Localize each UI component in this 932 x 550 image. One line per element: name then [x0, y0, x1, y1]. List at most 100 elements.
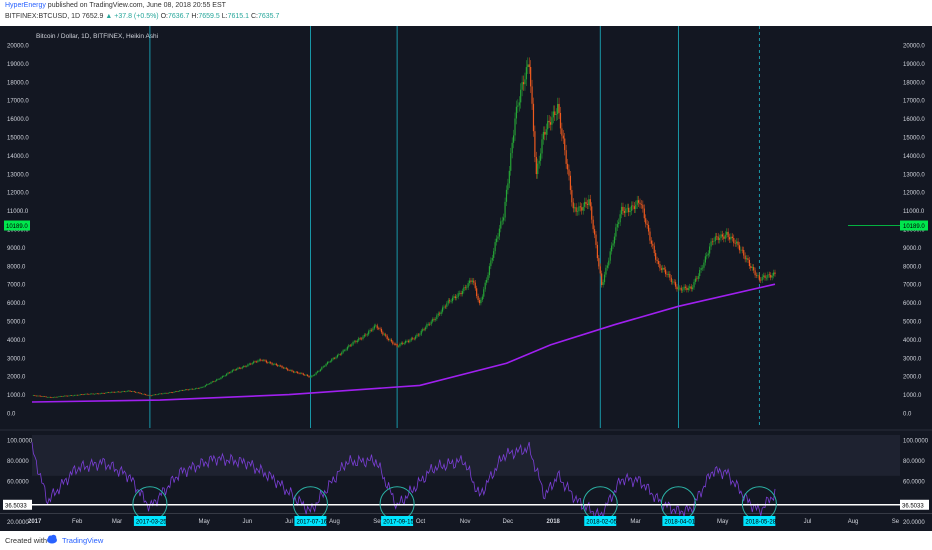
candle-body: [763, 275, 765, 277]
candle-body: [632, 205, 634, 207]
candle-body: [133, 391, 135, 392]
candle-body: [626, 207, 628, 209]
candle-body: [450, 301, 452, 302]
candle-body: [655, 253, 657, 260]
price-tick-left: 14000.0: [7, 154, 29, 160]
candle-body: [468, 280, 471, 284]
open-label: O:: [160, 13, 168, 20]
candle-body: [332, 358, 334, 360]
candle-body: [275, 363, 277, 366]
date-highlight-bg: [133, 516, 166, 526]
candle-body: [216, 379, 218, 381]
candle-body: [385, 334, 387, 336]
candle-body: [774, 272, 776, 274]
date-highlight-bg: [381, 516, 414, 526]
candle-body: [476, 288, 478, 297]
rsi-level-tag-right: 36.5033: [902, 503, 924, 509]
candle-body: [679, 287, 681, 289]
candle-body: [346, 347, 348, 350]
candle-body: [474, 282, 476, 289]
candle-body: [571, 190, 573, 203]
candle-body: [213, 381, 215, 383]
candle-body: [663, 267, 665, 270]
candle-body: [164, 393, 167, 394]
date-highlight-bg: [662, 516, 695, 526]
candle-body: [727, 231, 729, 238]
tradingview-brand[interactable]: TradingView: [62, 536, 104, 545]
candle-body: [194, 388, 196, 390]
candle-body: [613, 236, 616, 244]
candle-body: [446, 303, 448, 307]
candle-body: [541, 139, 543, 154]
candle-body: [113, 391, 115, 393]
candle-body: [348, 345, 350, 348]
time-axis-label: Aug: [329, 519, 340, 525]
candle-body: [281, 366, 283, 368]
candle-body: [483, 289, 485, 297]
candle-body: [42, 396, 44, 397]
candle-body: [693, 281, 695, 288]
candle-body: [369, 329, 371, 332]
candle-body: [592, 219, 594, 230]
candle-body: [508, 170, 510, 184]
candle-body: [352, 342, 354, 345]
candle-body: [363, 334, 366, 337]
chart-canvas[interactable]: 0.0 0.0 1000.0 1000.0 2000.0 2000.0 3000.0 3000…: [0, 26, 932, 531]
candle-body: [251, 363, 253, 365]
candle-body: [139, 392, 141, 394]
candle-body: [707, 253, 709, 256]
candle-body: [396, 344, 398, 347]
candle-body: [520, 89, 522, 103]
candle-body: [147, 395, 150, 396]
candle-body: [615, 227, 617, 237]
date-highlight-label: 2017-09-15: [383, 520, 414, 526]
candle-body: [336, 354, 339, 358]
candle-body: [359, 338, 361, 339]
candle-body: [683, 286, 685, 290]
candle-body: [717, 236, 719, 240]
candle-body: [602, 282, 604, 285]
candle-body: [135, 391, 137, 393]
candle-body: [126, 390, 128, 392]
candle-body: [643, 208, 645, 219]
candle-body: [319, 369, 321, 372]
candle-body: [721, 234, 724, 237]
rsi-level-tag-right-bg: [900, 499, 929, 510]
candle-body: [434, 319, 437, 320]
candle-body: [228, 372, 231, 374]
price-tick-left: 2000.0: [7, 375, 26, 381]
candle-body: [45, 396, 47, 398]
chart-footer: Created with TradingView: [0, 531, 932, 550]
candle-body: [261, 360, 263, 361]
candle-body: [689, 286, 691, 289]
candle-body: [503, 217, 505, 221]
candle-body: [582, 206, 584, 211]
price-tick-left: 0.0: [7, 412, 16, 418]
candle-body: [226, 373, 228, 376]
candle-body: [539, 153, 542, 161]
candle-body: [670, 277, 672, 282]
candle-body: [638, 200, 640, 203]
last-price: 7652.9: [82, 13, 104, 20]
candle-body: [426, 324, 428, 328]
candle-body: [548, 120, 550, 123]
candle-body: [130, 391, 133, 393]
candle-body: [299, 373, 302, 374]
candle-body: [153, 394, 155, 396]
candle-body: [741, 249, 743, 251]
author-link[interactable]: HyperEnergy: [5, 2, 46, 9]
candle-body: [258, 359, 260, 361]
candle-body: [611, 245, 613, 252]
candle-body: [308, 375, 310, 378]
candle-body: [379, 328, 381, 330]
candle-body: [504, 201, 506, 218]
candle-body: [646, 223, 648, 225]
candle-body: [106, 392, 108, 393]
candle-body: [459, 293, 461, 294]
candle-body: [79, 394, 81, 396]
price-tick-right: 5000.0: [903, 320, 922, 326]
candle-body: [287, 368, 289, 371]
rsi-tick-right: 60.0000: [903, 479, 925, 485]
candle-body: [298, 373, 300, 374]
candle-body: [561, 128, 563, 136]
